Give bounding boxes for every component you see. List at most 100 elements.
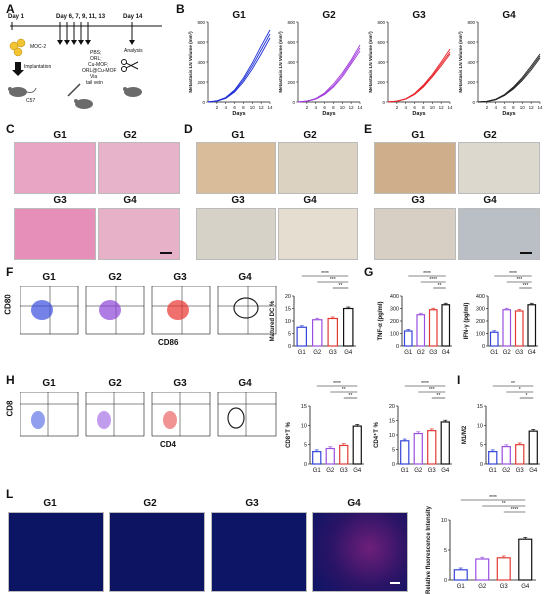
significance-stars: **** bbox=[509, 271, 517, 277]
significance-stars: **** bbox=[511, 507, 519, 513]
f-g1-label: G1 bbox=[42, 272, 56, 283]
category-label: G3 bbox=[500, 584, 509, 590]
series-line-3 bbox=[387, 53, 451, 103]
y-tick-label: 600 bbox=[287, 40, 295, 45]
x-tick-label: 6 bbox=[233, 105, 236, 110]
category-label: G4 bbox=[528, 350, 537, 356]
category-label: G2 bbox=[326, 468, 335, 474]
f-g4-label: G4 bbox=[238, 272, 252, 283]
x-tick-label: 12 bbox=[529, 105, 535, 110]
y-tick-label: 200 bbox=[197, 80, 205, 85]
flow-plot-g4 bbox=[217, 286, 277, 335]
category-label: G3 bbox=[515, 350, 524, 356]
y-tick-label: 10 bbox=[441, 518, 447, 524]
c-g4-label: G4 bbox=[123, 195, 137, 206]
bar-g3 bbox=[428, 309, 438, 347]
significance-stars: ** bbox=[342, 387, 346, 393]
y-tick-label: 20 bbox=[285, 294, 291, 300]
line-title-g4: G4 bbox=[502, 10, 516, 21]
y-axis-label: Relative fluorescence Intensity bbox=[426, 505, 432, 594]
scale-bar bbox=[160, 252, 172, 254]
bar-g4 bbox=[440, 421, 450, 465]
x-tick-label: 10 bbox=[340, 105, 346, 110]
category-label: G3 bbox=[429, 350, 438, 356]
y-tick-label: 0 bbox=[202, 100, 205, 105]
category-label: G4 bbox=[521, 584, 530, 590]
bar-g2 bbox=[413, 432, 423, 465]
bar-g1 bbox=[453, 569, 468, 581]
category-label: G3 bbox=[329, 350, 338, 356]
series-line-3 bbox=[207, 37, 271, 103]
category-label: G2 bbox=[417, 350, 426, 356]
he-stain-g2 bbox=[98, 142, 180, 194]
y-tick-label: 200 bbox=[377, 80, 385, 85]
line-title-g2: G2 bbox=[322, 10, 336, 21]
y-tick-label: 0 bbox=[482, 344, 485, 350]
category-label: G2 bbox=[503, 350, 512, 356]
treatment-label-2: ORL; bbox=[90, 56, 102, 62]
y-tick-label: 600 bbox=[197, 40, 205, 45]
bar-g4 bbox=[528, 430, 538, 465]
x-tick-label: 4 bbox=[224, 105, 227, 110]
panel-label-b: B bbox=[176, 2, 185, 16]
bar-g3 bbox=[339, 444, 349, 465]
y-tick-label: 400 bbox=[197, 60, 205, 65]
x-axis-label: Days bbox=[502, 111, 515, 116]
y-tick-label: 200 bbox=[467, 80, 475, 85]
y-tick-label: 5 bbox=[392, 448, 395, 454]
flow-h-g4 bbox=[217, 392, 277, 437]
y-tick-label: 800 bbox=[467, 20, 475, 25]
fluor-g4 bbox=[312, 512, 408, 592]
y-tick-label: 10 bbox=[389, 433, 395, 439]
panel-label-g: G bbox=[364, 265, 374, 279]
significance-stars: ** bbox=[437, 393, 441, 399]
x-tick-label: 8 bbox=[422, 105, 425, 110]
y-tick-label: 15 bbox=[301, 404, 307, 410]
series-line-3 bbox=[477, 57, 541, 103]
h-g1-label: G1 bbox=[42, 378, 56, 389]
x-tick-label: 4 bbox=[494, 105, 497, 110]
y-axis-label: IFN-γ (pg/ml) bbox=[464, 303, 470, 340]
x-tick-label: 14 bbox=[537, 105, 543, 110]
y-tick-label: 5 bbox=[480, 443, 483, 449]
day-treatment-label: Day 6, 7, 9, 11, 13 bbox=[56, 14, 106, 20]
significance-stars: ** bbox=[349, 393, 353, 399]
x-tick-label: 2 bbox=[216, 105, 219, 110]
injection-arrows-icon bbox=[57, 30, 135, 45]
e-g2-label: G2 bbox=[483, 130, 497, 141]
series-line-1 bbox=[477, 55, 541, 103]
y-tick-label: 400 bbox=[287, 60, 295, 65]
category-label: G2 bbox=[502, 468, 511, 474]
x-axis-label: Days bbox=[412, 111, 425, 116]
x-tick-label: 4 bbox=[314, 105, 317, 110]
x-tick-label: 6 bbox=[413, 105, 416, 110]
bar-g2 bbox=[475, 558, 490, 581]
series-line-1 bbox=[297, 47, 361, 103]
y-tick-label: 0 bbox=[304, 462, 307, 468]
significance-stars: *** bbox=[516, 277, 522, 283]
line-chart-g2: G2 0 200 400 600 800 2 4 6 8 10 12 14 Days Metastasis … bbox=[278, 10, 363, 116]
y-tick-label: 10 bbox=[285, 319, 291, 325]
x-axis-label: Days bbox=[322, 111, 335, 116]
panel-label-h: H bbox=[6, 373, 15, 387]
bar-g3 bbox=[514, 310, 524, 347]
y-tick-label: 800 bbox=[287, 20, 295, 25]
route-label-2: tail vein bbox=[86, 80, 103, 86]
treatment-label-4: ORL@Cu-MOF bbox=[82, 68, 117, 74]
h-flow-xlabel: CD4 bbox=[160, 440, 177, 449]
c-g3-label: G3 bbox=[53, 195, 67, 206]
significance-stars: ** bbox=[502, 501, 506, 507]
y-axis-label: M1/M2 bbox=[462, 425, 468, 444]
bar-g3 bbox=[427, 430, 437, 465]
category-label: G1 bbox=[489, 468, 498, 474]
c-g1-label: G1 bbox=[53, 130, 67, 141]
bar-g2 bbox=[502, 309, 512, 347]
flow-h-g1 bbox=[20, 392, 79, 437]
fluor-g2 bbox=[109, 512, 205, 592]
y-tick-label: 400 bbox=[467, 60, 475, 65]
y-tick-label: 0 bbox=[472, 100, 475, 105]
analysis-label: Analysis bbox=[124, 48, 143, 54]
category-label: G1 bbox=[457, 584, 466, 590]
